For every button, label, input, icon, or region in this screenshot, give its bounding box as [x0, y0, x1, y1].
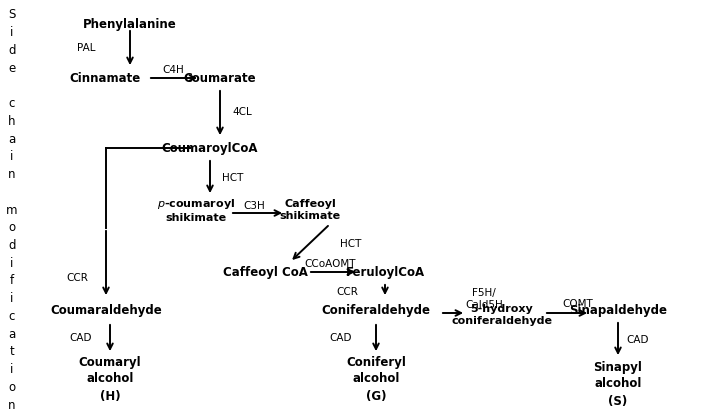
Text: i: i	[10, 150, 14, 163]
Text: d: d	[8, 44, 16, 57]
Text: e: e	[9, 62, 16, 75]
Text: t: t	[9, 345, 14, 358]
Text: n: n	[8, 398, 16, 411]
Text: CCR: CCR	[66, 273, 88, 283]
Text: S: S	[8, 8, 16, 21]
Text: Sinapaldehyde: Sinapaldehyde	[569, 303, 667, 316]
Text: PAL: PAL	[77, 43, 95, 53]
Text: C3H: C3H	[243, 201, 265, 211]
Text: i: i	[10, 257, 14, 270]
Text: FeruloylCoA: FeruloylCoA	[345, 266, 424, 279]
Text: CoumaroylCoA: CoumaroylCoA	[161, 142, 258, 155]
Text: F5H/
Cald5H: F5H/ Cald5H	[465, 288, 503, 310]
Text: o: o	[9, 221, 15, 234]
Text: Coumaraldehyde: Coumaraldehyde	[50, 303, 162, 316]
Text: CCoAOMT: CCoAOMT	[304, 259, 355, 269]
Text: CCR: CCR	[336, 287, 358, 297]
Text: C4H: C4H	[162, 65, 184, 75]
Text: (S): (S)	[608, 395, 628, 408]
Text: c: c	[9, 310, 15, 323]
Text: n: n	[8, 168, 16, 181]
Text: o: o	[9, 381, 15, 394]
Text: Phenylalanine: Phenylalanine	[83, 18, 177, 31]
Text: (H): (H)	[100, 390, 120, 403]
Text: Coumarate: Coumarate	[184, 72, 256, 85]
Text: c: c	[9, 97, 15, 110]
Text: 4CL: 4CL	[232, 107, 252, 117]
Text: f: f	[10, 274, 14, 287]
Text: CAD: CAD	[70, 333, 92, 343]
Text: (G): (G)	[366, 390, 386, 403]
Text: $\it{p}$-coumaroyl
shikimate: $\it{p}$-coumaroyl shikimate	[157, 197, 235, 223]
Text: Coniferyl
alcohol: Coniferyl alcohol	[346, 355, 406, 385]
Text: m: m	[7, 204, 18, 217]
Text: a: a	[9, 328, 16, 341]
Text: Caffeoyl
shikimate: Caffeoyl shikimate	[279, 199, 340, 221]
Text: COMT: COMT	[563, 299, 594, 309]
Text: Coumaryl
alcohol: Coumaryl alcohol	[79, 355, 141, 385]
Text: HCT: HCT	[222, 173, 243, 183]
Text: i: i	[10, 292, 14, 305]
Text: d: d	[8, 239, 16, 252]
Text: a: a	[9, 132, 16, 145]
Text: Sinapyl
alcohol: Sinapyl alcohol	[594, 360, 642, 390]
Text: CAD: CAD	[329, 333, 352, 343]
Text: Cinnamate: Cinnamate	[70, 72, 140, 85]
Text: Caffeoyl CoA: Caffeoyl CoA	[222, 266, 308, 279]
Text: HCT: HCT	[340, 239, 361, 249]
Text: CAD: CAD	[626, 335, 649, 345]
Text: Coniferaldehyde: Coniferaldehyde	[321, 303, 431, 316]
Text: i: i	[10, 363, 14, 376]
Text: h: h	[8, 115, 16, 128]
Text: i: i	[10, 26, 14, 39]
Text: 5-hydroxy
coniferaldehyde: 5-hydroxy coniferaldehyde	[452, 304, 552, 326]
